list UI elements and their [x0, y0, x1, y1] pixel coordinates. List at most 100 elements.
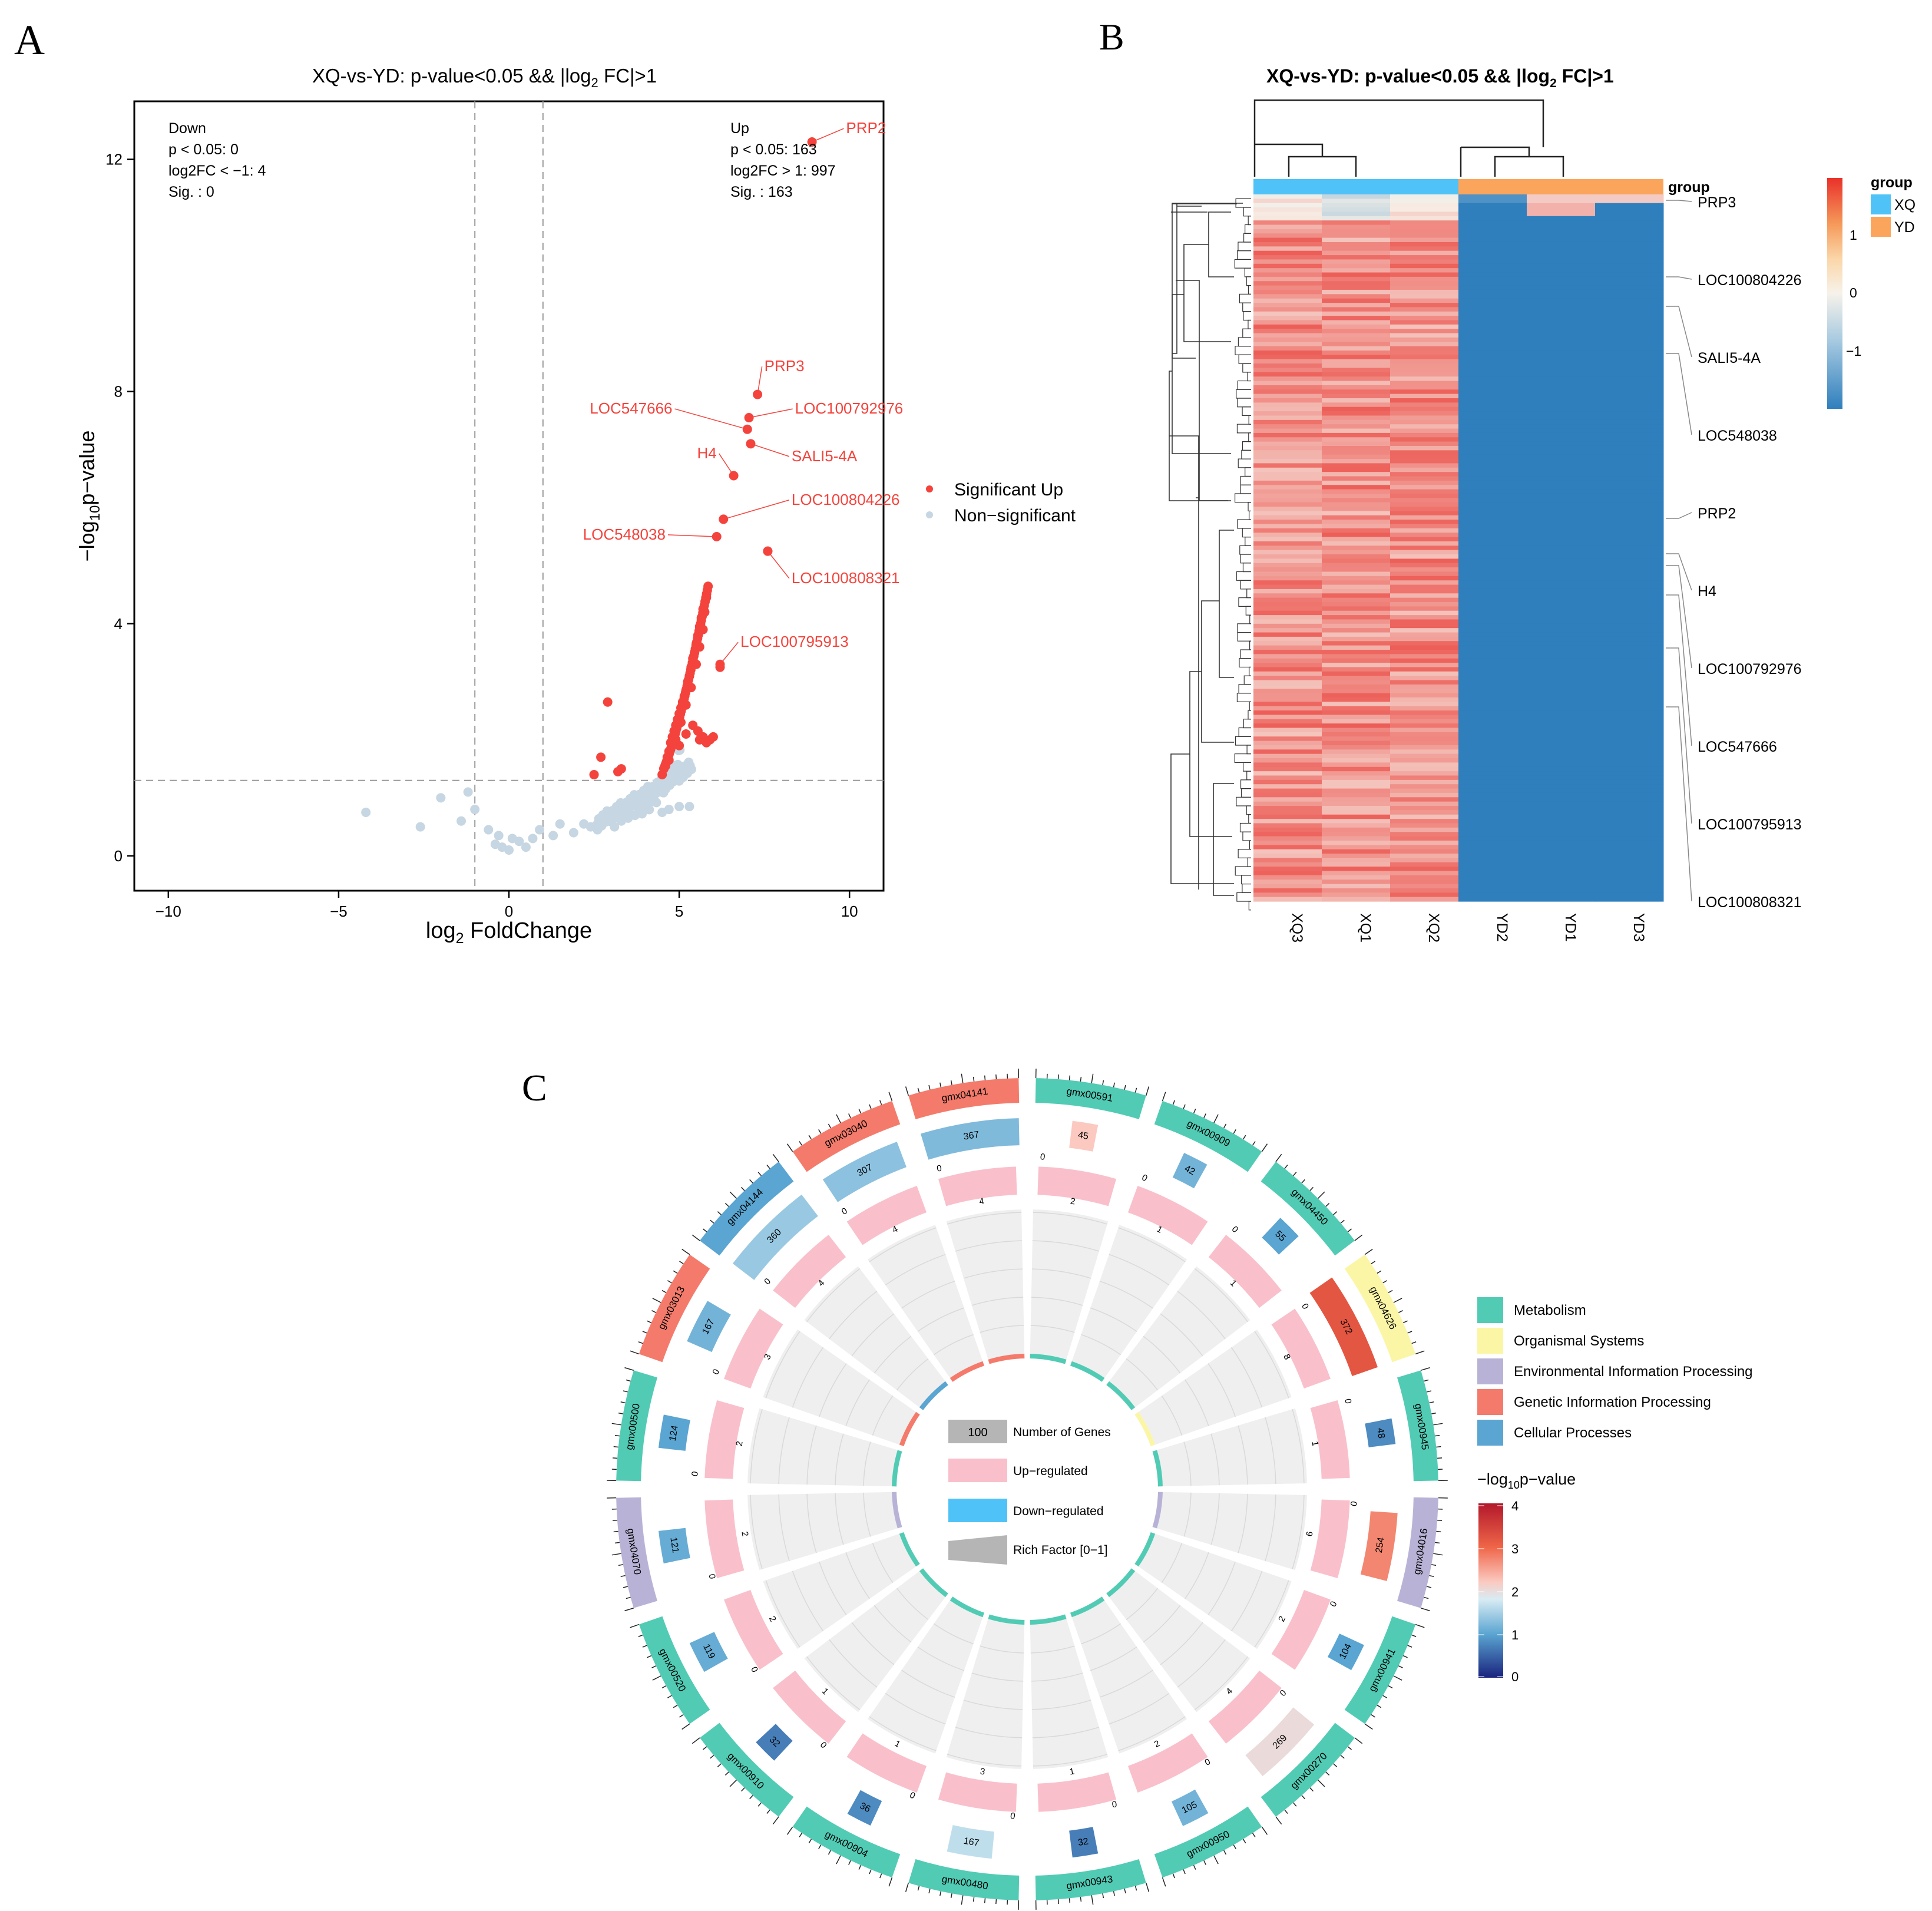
heatmap-cell	[1595, 758, 1664, 763]
label-leader	[719, 453, 735, 476]
heatmap-cell	[1253, 445, 1322, 451]
label-leader	[674, 408, 747, 430]
heatmap-cell	[1390, 689, 1459, 694]
heatmap-title-main: XQ-vs-YD: p-value<0.05 && |log	[1266, 65, 1550, 87]
label-leader	[667, 534, 717, 537]
heatmap-cell	[1322, 749, 1391, 755]
heatmap-row-label: H4	[1698, 583, 1716, 600]
circos-tick	[1193, 1109, 1196, 1114]
heatmap-cell	[1595, 402, 1664, 408]
heatmap-cell	[1390, 615, 1459, 620]
legend-dot-non-significant	[926, 511, 933, 518]
circos-axis-zero: 0	[1299, 1302, 1311, 1311]
circos-grid-arc	[863, 1492, 871, 1537]
heatmap-cell	[1595, 476, 1664, 481]
heatmap-cell	[1527, 792, 1596, 798]
heatmap-cell	[1458, 428, 1527, 434]
circos-tick	[1364, 1723, 1373, 1730]
heatmap-cell	[1322, 459, 1391, 464]
heatmap-cell	[1595, 229, 1664, 234]
heatmap-cell	[1458, 602, 1527, 607]
heatmap-cell	[1527, 211, 1596, 217]
heatmap-cell	[1595, 676, 1664, 681]
heatmap-cell	[1458, 663, 1527, 668]
row-dendro-leaf	[1248, 710, 1251, 720]
circos-tick	[1402, 1320, 1408, 1324]
circos-gene-count-label: 42	[1183, 1163, 1197, 1177]
heatmap-cell	[1322, 871, 1391, 876]
heatmap-cell	[1390, 224, 1459, 230]
heatmap-cell	[1253, 533, 1322, 538]
heatmap-cell	[1527, 459, 1596, 464]
heatmap-cell	[1390, 406, 1459, 412]
heatmap-cell	[1390, 203, 1459, 208]
heatmap-cell	[1322, 715, 1391, 720]
heatmap-cell	[1253, 689, 1322, 694]
circos-tick	[1275, 1153, 1282, 1162]
circos-tick	[961, 1073, 964, 1083]
heatmap-cell	[1390, 207, 1459, 213]
heatmap-cell	[1322, 693, 1391, 698]
heatmap-cell	[1527, 584, 1596, 590]
circos-rich-factor-arc	[1134, 1532, 1156, 1567]
circos-pathway-ring	[639, 1616, 710, 1724]
heatmap-cell	[1253, 567, 1322, 573]
heatmap-cell	[1458, 719, 1527, 724]
circos-tick	[1393, 1298, 1402, 1303]
heatmap-cell	[1458, 619, 1527, 624]
heatmap-cell	[1390, 840, 1459, 845]
circos-grid-arc	[874, 1605, 912, 1643]
circos-grid-arc	[1126, 1588, 1159, 1621]
heatmap-cell	[1595, 641, 1664, 646]
heatmap-cell	[1458, 498, 1527, 503]
heatmap-cell	[1458, 801, 1527, 806]
category-label-genetic: Genetic Information Processing	[1514, 1394, 1711, 1410]
heatmap-cell	[1595, 814, 1664, 819]
x-label-post: FoldChange	[464, 918, 593, 943]
circos-grid-arc	[1194, 1656, 1248, 1710]
heatmap-cell	[1595, 567, 1664, 573]
heatmap-cell	[1595, 485, 1664, 490]
circos-up-regulated-bar	[938, 1772, 1017, 1812]
heatmap-cell	[1595, 715, 1664, 720]
circos-tick	[1398, 1310, 1403, 1313]
circos-grid-arc	[1030, 1325, 1075, 1333]
heatmap-cell	[1253, 216, 1322, 221]
heatmap-cell	[1527, 884, 1596, 889]
heatmap-cell	[1390, 272, 1459, 277]
circos-tick	[1233, 1129, 1236, 1134]
circos-gene-count-bar	[1069, 1120, 1099, 1152]
heatmap-cell	[1458, 749, 1527, 755]
volcano-title: XQ-vs-YD: p-value<0.05 && |log2 FC|>1	[312, 65, 657, 90]
panel-a-letter: A	[14, 16, 45, 64]
circos-rich-factor-arc	[919, 1381, 948, 1410]
circos-grid-arc	[1081, 1623, 1122, 1645]
circos-grid-arc	[980, 1325, 1024, 1333]
heatmap-cell	[1322, 333, 1391, 338]
circos-tick	[1080, 1076, 1082, 1082]
row-dendro-leaf	[1236, 571, 1251, 581]
heatmap-cell	[1595, 788, 1664, 794]
heatmap-cell	[1595, 584, 1664, 590]
ns-point	[463, 787, 473, 797]
point-label: LOC548038	[583, 525, 666, 543]
ns-point	[484, 825, 494, 835]
heatmap-cell	[1527, 663, 1596, 668]
heatmap-cell	[1527, 255, 1596, 260]
circos-tick	[879, 1873, 882, 1879]
heatmap-cell	[1390, 715, 1459, 720]
heatmap-cell	[1595, 355, 1664, 360]
heatmap-cell	[1458, 398, 1527, 403]
heatmap-cell	[1458, 432, 1527, 438]
circos-up-count: 2	[735, 1440, 745, 1447]
heatmap-cell	[1253, 324, 1322, 329]
heatmap-cell	[1322, 472, 1391, 477]
heatmap-cell	[1458, 224, 1527, 230]
heatmap-cell	[1527, 762, 1596, 768]
group-legend-title: group	[1871, 174, 1913, 191]
heatmap-cell	[1390, 658, 1459, 663]
heatmap-cell	[1322, 320, 1391, 325]
circos-tick	[1415, 1350, 1425, 1355]
circos-pathway-ring	[908, 1078, 1020, 1119]
